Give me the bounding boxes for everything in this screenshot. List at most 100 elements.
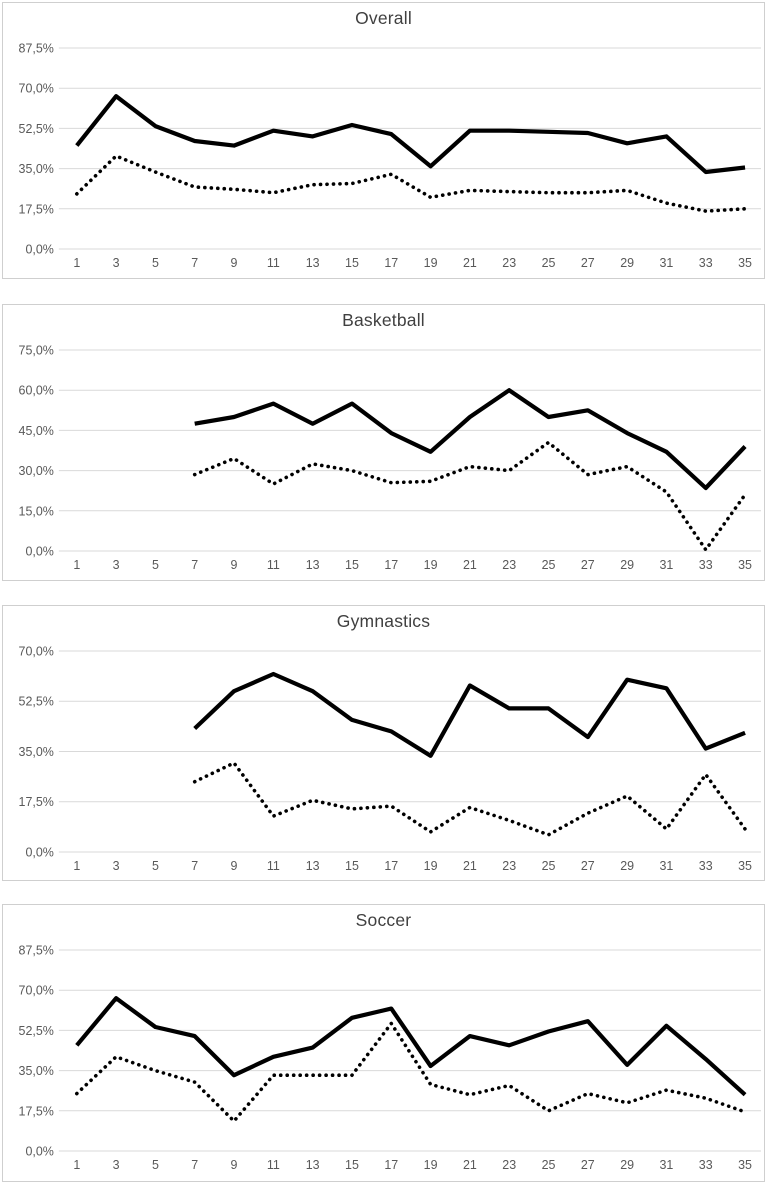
- x-tick-label: 23: [502, 1158, 516, 1172]
- x-tick-label: 17: [384, 256, 398, 270]
- y-tick-label: 52,5%: [19, 1024, 54, 1038]
- x-tick-label: 35: [738, 256, 752, 270]
- x-tick-label: 11: [267, 1158, 280, 1172]
- x-tick-label: 9: [231, 558, 238, 572]
- y-tick-label: 45,0%: [19, 424, 54, 438]
- chart-panel-overall: 0,0% 17,5% 35,0% 52,5% 70,0% 87,5% 1 3 5 7 9 11 13 15…: [2, 2, 765, 279]
- chart-title-soccer: Soccer: [355, 910, 412, 930]
- x-tick-label: 21: [463, 1158, 477, 1172]
- y-tick-label: 30,0%: [19, 464, 54, 478]
- x-tick-label: 1: [73, 859, 80, 873]
- x-tick-label: 33: [699, 558, 713, 572]
- chart-panel-gymnastics: 0,0% 17,5% 35,0% 52,5% 70,0% 1 3 5 7 9 11 13 15 17 19 2…: [2, 605, 765, 881]
- x-tick-label: 25: [542, 558, 556, 572]
- x-tick-label: 3: [113, 1158, 120, 1172]
- x-tick-label: 31: [660, 558, 674, 572]
- x-tick-label: 5: [152, 256, 159, 270]
- solid-line: [194, 388, 747, 491]
- x-tick-label: 13: [306, 558, 320, 572]
- x-tick-label: 3: [113, 859, 120, 873]
- x-tick-label: 29: [620, 558, 634, 572]
- x-tick-label: 5: [152, 1158, 159, 1172]
- x-tick-label: 3: [113, 558, 120, 572]
- x-tick-label: 19: [424, 859, 438, 873]
- x-tick-label: 31: [660, 256, 674, 270]
- x-tick-label: 9: [231, 859, 238, 873]
- x-tick-label: 15: [345, 1158, 359, 1172]
- x-tick-label: 27: [581, 859, 595, 873]
- x-tick-label: 3: [113, 256, 120, 270]
- dotted-line: [192, 440, 747, 552]
- x-tick-label: 23: [502, 256, 516, 270]
- y-tick-label: 52,5%: [19, 695, 54, 709]
- y-tick-label: 35,0%: [19, 162, 54, 176]
- y-tick-label: 0,0%: [25, 544, 53, 558]
- y-tick-label: 0,0%: [25, 1144, 53, 1158]
- y-tick-label: 52,5%: [19, 122, 54, 136]
- x-tick-label: 7: [191, 859, 198, 873]
- x-tick-label: 33: [699, 256, 713, 270]
- gymnastics-chart-plot: 0,0%17,5%35,0%52,5%70,0%1 3 5 7 9 11 13 15 17 19 2…: [19, 644, 762, 873]
- chart-title-overall: Overall: [355, 8, 412, 28]
- y-tick-label: 70,0%: [19, 984, 54, 998]
- x-tick-label: 15: [345, 256, 359, 270]
- x-tick-label: 9: [231, 1158, 238, 1172]
- x-tick-label: 27: [581, 558, 595, 572]
- x-tick-label: 1: [73, 1158, 80, 1172]
- x-tick-label: 31: [660, 1158, 674, 1172]
- x-tick-label: 25: [542, 256, 556, 270]
- x-tick-label: 19: [424, 1158, 438, 1172]
- x-tick-label: 33: [699, 1158, 713, 1172]
- x-tick-label: 33: [699, 859, 713, 873]
- x-tick-label: 21: [463, 256, 477, 270]
- y-tick-label: 17,5%: [19, 1104, 54, 1118]
- y-tick-label: 87,5%: [19, 41, 54, 55]
- x-tick-label: 13: [306, 256, 320, 270]
- dotted-line: [75, 154, 747, 213]
- x-tick-label: 21: [463, 558, 477, 572]
- x-tick-label: 7: [191, 1158, 198, 1172]
- x-tick-label: 25: [542, 1158, 556, 1172]
- x-tick-label: 1: [73, 256, 80, 270]
- chart-title-basketball: Basketball: [342, 310, 425, 330]
- x-tick-label: 35: [738, 1158, 752, 1172]
- dotted-line: [192, 761, 747, 837]
- x-tick-label: 11: [267, 256, 280, 270]
- y-tick-label: 17,5%: [19, 795, 54, 809]
- x-tick-label: 29: [620, 859, 634, 873]
- soccer-chart-plot: 0,0%17,5%35,0%52,5%70,0%87,5%1 3 5 7 9 11 13 15…: [19, 943, 762, 1172]
- y-tick-label: 60,0%: [19, 384, 54, 398]
- y-tick-label: 70,0%: [19, 644, 54, 658]
- x-tick-label: 19: [424, 558, 438, 572]
- x-tick-label: 23: [502, 558, 516, 572]
- x-tick-label: 13: [306, 859, 320, 873]
- x-tick-label: 23: [502, 859, 516, 873]
- x-tick-label: 21: [463, 859, 477, 873]
- x-tick-label: 5: [152, 558, 159, 572]
- chart-title-gymnastics: Gymnastics: [336, 611, 431, 631]
- basketball-chart-plot: 0,0%15,0%30,0%45,0%60,0%75,0%1 3 5 7 9 11 13 15…: [19, 343, 762, 572]
- x-tick-label: 35: [738, 859, 752, 873]
- dotted-line: [75, 1021, 747, 1123]
- x-tick-label: 7: [191, 558, 198, 572]
- y-tick-label: 0,0%: [25, 242, 53, 256]
- y-tick-label: 17,5%: [19, 202, 54, 216]
- chart-panel-soccer: 0,0% 17,5% 35,0% 52,5% 70,0% 87,5% 1 3 5 7 9 11 13 15…: [2, 904, 765, 1182]
- overall-chart-plot: 0,0%17,5%35,0%52,5%70,0%87,5%1 3 5 7 9 11 13 15…: [19, 41, 762, 270]
- x-tick-label: 15: [345, 859, 359, 873]
- x-tick-label: 7: [191, 256, 198, 270]
- y-tick-label: 35,0%: [19, 1064, 54, 1078]
- solid-line: [193, 671, 746, 758]
- y-tick-label: 35,0%: [19, 745, 54, 759]
- y-tick-label: 15,0%: [19, 504, 54, 518]
- x-tick-label: 17: [384, 859, 398, 873]
- x-tick-label: 27: [581, 256, 595, 270]
- solid-line: [75, 94, 746, 175]
- x-tick-label: 17: [384, 1158, 398, 1172]
- x-tick-label: 29: [620, 256, 634, 270]
- x-tick-label: 13: [306, 1158, 320, 1172]
- x-tick-label: 25: [542, 859, 556, 873]
- y-tick-label: 70,0%: [19, 82, 54, 96]
- x-tick-label: 31: [660, 859, 674, 873]
